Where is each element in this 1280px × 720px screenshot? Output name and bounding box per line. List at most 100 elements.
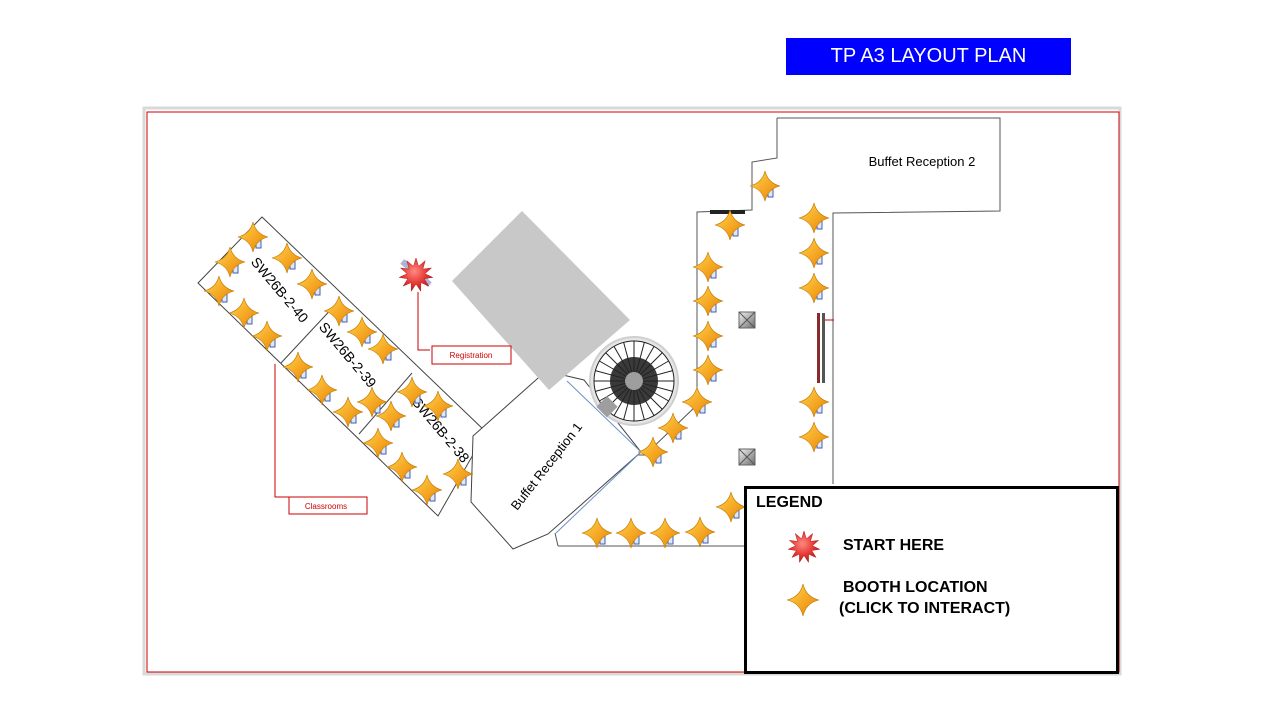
booth-star-icon[interactable] [657, 412, 689, 444]
booth-star-icon[interactable] [798, 202, 830, 234]
booth-marker-4[interactable] [296, 268, 328, 300]
venue-boundary [146, 111, 1120, 673]
booth-star-icon[interactable] [296, 268, 328, 300]
central-block [452, 211, 630, 390]
side-fixture-1 [817, 313, 820, 383]
booth-star-icon[interactable] [715, 491, 747, 523]
legend-panel: LEGEND START HERE BOOTH LOCATION (CLICK … [744, 486, 1119, 674]
booth-marker-33[interactable] [798, 272, 830, 304]
booth-marker-30[interactable] [637, 436, 669, 468]
booth-marker-15[interactable] [396, 376, 428, 408]
booth-marker-23[interactable] [714, 209, 746, 241]
booth-star-icon[interactable] [442, 458, 474, 490]
booth-marker-31[interactable] [798, 202, 830, 234]
booth-marker-25[interactable] [692, 285, 724, 317]
booth-marker-36[interactable] [715, 491, 747, 523]
booth-marker-7[interactable] [251, 320, 283, 352]
booth-star-icon[interactable] [214, 246, 246, 278]
booth-marker-24[interactable] [692, 251, 724, 283]
booth-star-icon[interactable] [681, 386, 713, 418]
booth-marker-14[interactable] [356, 386, 388, 418]
booth-star-icon[interactable] [684, 516, 716, 548]
booth-star-icon[interactable] [581, 517, 613, 549]
booth-marker-19[interactable] [386, 451, 418, 483]
booth-star-icon[interactable] [692, 320, 724, 352]
booth-marker-26[interactable] [692, 320, 724, 352]
booth-marker-40[interactable] [581, 517, 613, 549]
booth-marker-21[interactable] [442, 458, 474, 490]
booth-marker-22[interactable] [749, 170, 781, 202]
glass-wall [566, 380, 642, 453]
booth-star-icon[interactable] [615, 517, 647, 549]
booth-marker-10[interactable] [367, 333, 399, 365]
booth-star-icon[interactable] [282, 351, 314, 383]
booth-marker-9[interactable] [346, 316, 378, 348]
booth-marker-20[interactable] [411, 474, 443, 506]
booth-star-icon[interactable] [798, 386, 830, 418]
door-marker [710, 210, 745, 214]
booth-star-icon[interactable] [323, 295, 355, 327]
booth-marker-1[interactable] [237, 221, 269, 253]
booth-star-icon[interactable] [237, 221, 269, 253]
booth-star-icon[interactable] [306, 374, 338, 406]
booth-star-icon[interactable] [411, 474, 443, 506]
booth-star-icon[interactable] [356, 386, 388, 418]
booth-star-icon[interactable] [798, 272, 830, 304]
booth-marker-18[interactable] [362, 427, 394, 459]
booth-marker-34[interactable] [798, 386, 830, 418]
classrooms-callout-line [274, 364, 289, 498]
booth-star-icon[interactable] [422, 390, 454, 422]
booth-star-icon[interactable] [637, 436, 669, 468]
start-here-burst[interactable] [398, 257, 434, 293]
booth-marker-12[interactable] [306, 374, 338, 406]
booth-marker-8[interactable] [323, 295, 355, 327]
booth-star-icon[interactable] [375, 400, 407, 432]
booth-marker-3[interactable] [214, 246, 246, 278]
booth-star-icon[interactable] [228, 297, 260, 329]
booth-marker-28[interactable] [681, 386, 713, 418]
legend-booth-text-2: (CLICK TO INTERACT) [839, 600, 1011, 617]
booth-star-icon[interactable] [271, 242, 303, 274]
booth-marker-37[interactable] [684, 516, 716, 548]
booth-star-icon[interactable] [798, 237, 830, 269]
booth-star-icon[interactable] [714, 209, 746, 241]
booth-star-icon[interactable] [798, 421, 830, 453]
legend-start-here-text: START HERE [843, 537, 945, 554]
booth-star-icon[interactable] [396, 376, 428, 408]
booth-star-icon[interactable] [367, 333, 399, 365]
glass-wall-2 [555, 451, 642, 534]
booth-marker-35[interactable] [798, 421, 830, 453]
classrooms-callout-box [288, 496, 368, 515]
booth-marker-6[interactable] [228, 297, 260, 329]
booth-marker-17[interactable] [375, 400, 407, 432]
side-fixture-2 [822, 313, 825, 383]
booth-star-icon[interactable] [386, 451, 418, 483]
booth-marker-13[interactable] [332, 396, 364, 428]
legend-title: LEGEND [756, 494, 823, 511]
booth-marker-27[interactable] [692, 354, 724, 386]
booth-star-icon[interactable] [251, 320, 283, 352]
booth-marker-16[interactable] [422, 390, 454, 422]
booth-marker-2[interactable] [271, 242, 303, 274]
booth-star-icon[interactable] [346, 316, 378, 348]
booth-star-icon[interactable] [692, 285, 724, 317]
legend-booth-text-1: BOOTH LOCATION [843, 579, 988, 596]
booth-star-icon[interactable] [332, 396, 364, 428]
booth-marker-11[interactable] [282, 351, 314, 383]
booth-marker-32[interactable] [798, 237, 830, 269]
booth-marker-39[interactable] [615, 517, 647, 549]
booth-star-icon[interactable] [203, 275, 235, 307]
booth-star-icon[interactable] [692, 354, 724, 386]
booth-marker-29[interactable] [657, 412, 689, 444]
booth-marker-38[interactable] [649, 517, 681, 549]
plan-title: TP A3 LAYOUT PLAN [786, 38, 1071, 75]
booth-star-icon[interactable] [649, 517, 681, 549]
booth-star-icon[interactable] [362, 427, 394, 459]
booth-star-icon[interactable] [692, 251, 724, 283]
room-label-buffet-reception-2: Buffet Reception 2 [869, 154, 976, 169]
boundary-shadow [142, 106, 1122, 676]
registration-callout-box [431, 345, 512, 365]
booth-star-icon[interactable] [749, 170, 781, 202]
booth-marker-5[interactable] [203, 275, 235, 307]
